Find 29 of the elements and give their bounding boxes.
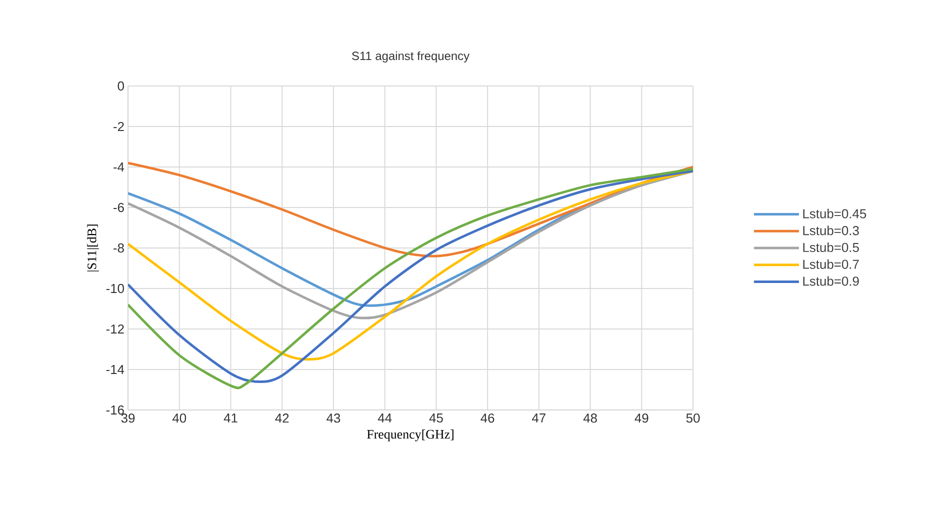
y-axis-title: |S11|[dB] — [87, 224, 99, 272]
y-tick-label: 0 — [118, 81, 124, 91]
legend-label: Lstub=0.9 — [803, 276, 859, 286]
x-tick-label: 46 — [480, 414, 494, 423]
x-tick-label: 42 — [275, 414, 289, 423]
y-tick-label: -8 — [114, 243, 124, 253]
y-tick-label: -16 — [106, 405, 124, 415]
y-tick-label: -14 — [106, 365, 124, 374]
x-tick-label: 47 — [532, 414, 546, 422]
x-axis-title: Frequency[GHz] — [367, 430, 454, 442]
x-tick-label: 39 — [121, 414, 135, 423]
x-tick-label: 48 — [583, 414, 597, 423]
x-tick-label: 50 — [686, 414, 700, 423]
x-tick-label: 40 — [172, 414, 186, 423]
x-tick-label: 49 — [634, 414, 648, 423]
chart-title: S11 against frequency — [352, 51, 470, 62]
y-tick-label: -4 — [114, 162, 124, 172]
x-tick-label: 41 — [224, 414, 238, 422]
x-tick-label: 43 — [326, 414, 340, 423]
legend-label: Lstub=0.3 — [803, 226, 859, 236]
legend-label: Lstub=0.7 — [803, 259, 859, 269]
y-tick-label: -12 — [106, 324, 124, 334]
y-tick-label: -10 — [106, 284, 124, 294]
y-tick-label: -6 — [114, 202, 124, 212]
legend-label: Lstub=0.45 — [803, 208, 866, 218]
x-tick-label: 44 — [378, 414, 392, 422]
y-tick-label: -2 — [114, 122, 124, 132]
x-tick-label: 45 — [429, 414, 443, 423]
legend-label: Lstub=0.5 — [803, 242, 859, 252]
